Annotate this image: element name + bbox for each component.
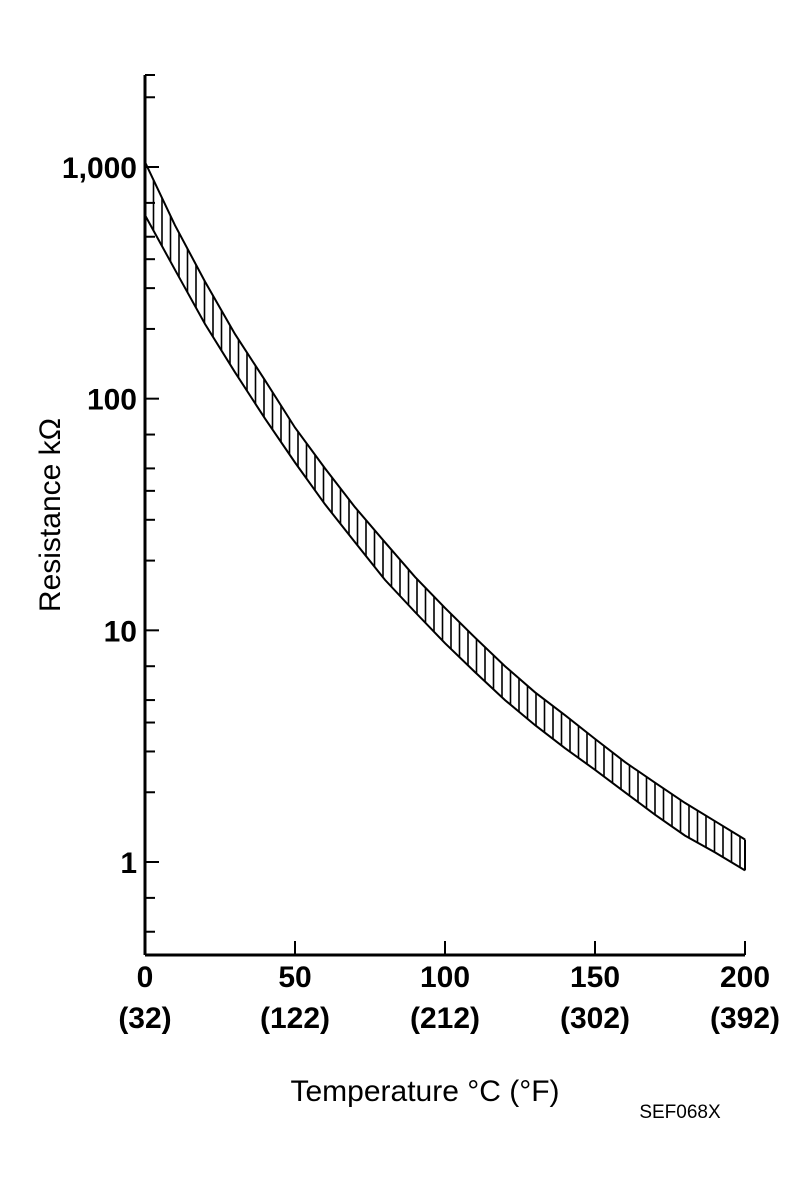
band-lower-boundary xyxy=(144,214,746,872)
band-hatching xyxy=(152,178,741,870)
x-tick-label-celsius: 200 xyxy=(720,961,770,994)
y-tick-label: 1 xyxy=(120,847,137,880)
x-tick-label-celsius: 150 xyxy=(570,961,620,994)
x-tick-label-fahrenheit: (212) xyxy=(410,1002,480,1035)
y-axis-ticks: 1 10 100 1,000 xyxy=(62,74,159,933)
x-tick-label-celsius: 0 xyxy=(137,961,154,994)
y-axis-title: Resistance kΩ xyxy=(34,418,67,612)
x-axis-ticks: 0 (32) 50 (122) 100 (212) 150 (302) 200 (392) xyxy=(118,941,780,1035)
band-upper-boundary xyxy=(144,161,746,841)
y-tick-label: 1,000 xyxy=(62,152,137,185)
x-tick-label-fahrenheit: (32) xyxy=(118,1002,171,1035)
resistance-band xyxy=(144,161,746,872)
y-tick-label: 10 xyxy=(104,615,137,648)
figure-code: SEF068X xyxy=(639,1102,721,1123)
x-tick-label-fahrenheit: (122) xyxy=(260,1002,330,1035)
x-tick-label-celsius: 50 xyxy=(278,961,311,994)
x-tick-label-fahrenheit: (302) xyxy=(560,1002,630,1035)
x-tick-label-fahrenheit: (392) xyxy=(710,1002,780,1035)
x-axis-title: Temperature °C (°F) xyxy=(290,1075,559,1108)
x-tick-label-celsius: 100 xyxy=(420,961,470,994)
y-tick-label: 100 xyxy=(87,384,137,417)
